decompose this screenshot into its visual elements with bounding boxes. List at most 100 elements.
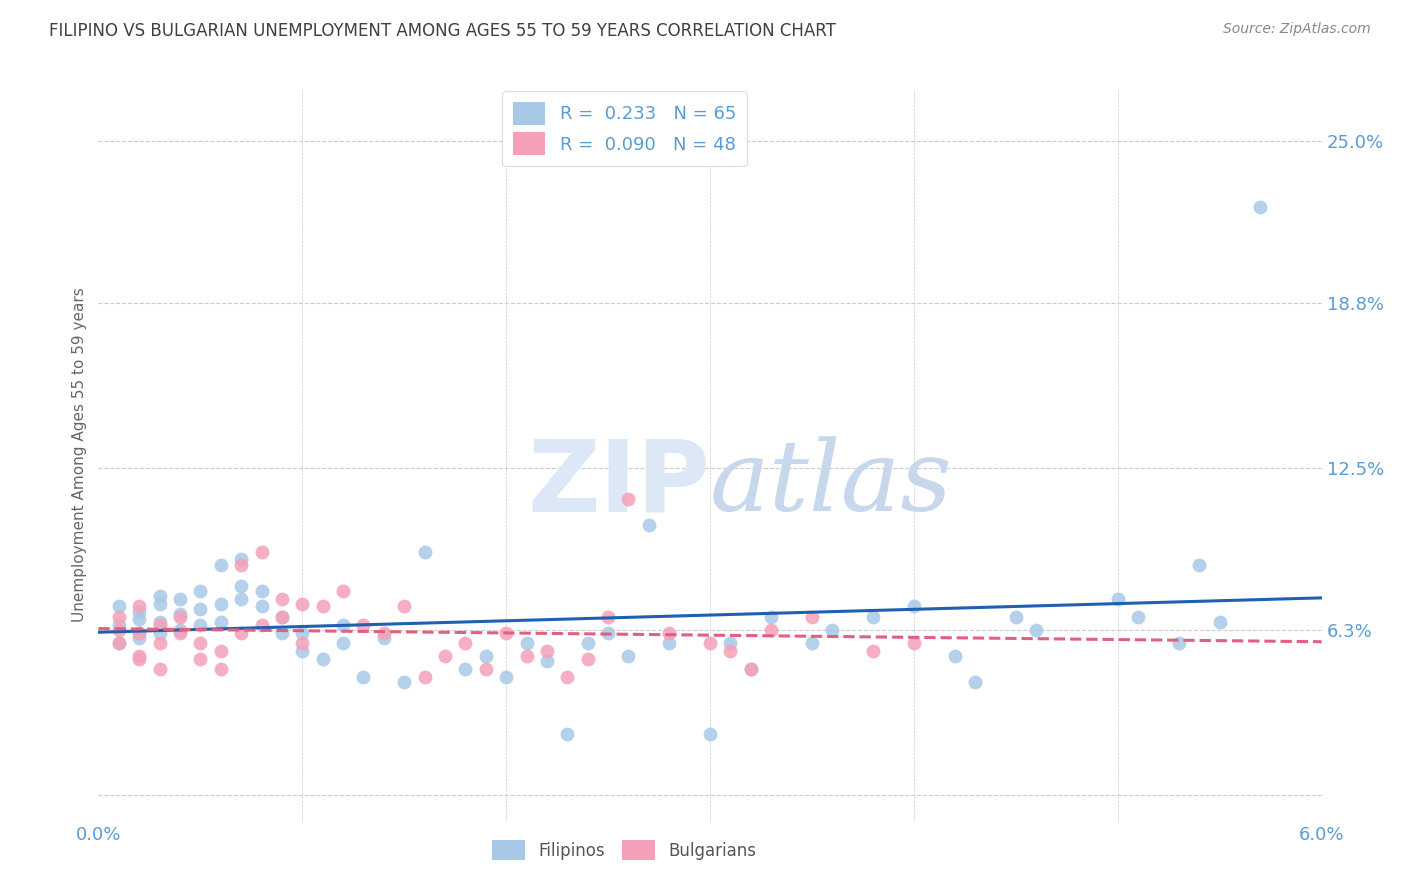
Point xyxy=(943,649,966,664)
Point xyxy=(149,589,172,603)
Point xyxy=(699,727,721,741)
Point xyxy=(740,662,762,676)
Point xyxy=(209,662,232,676)
Point xyxy=(108,623,131,637)
Point xyxy=(392,599,416,614)
Point xyxy=(862,610,884,624)
Point xyxy=(108,617,131,632)
Legend: Filipinos, Bulgarians: Filipinos, Bulgarians xyxy=(485,833,763,867)
Point xyxy=(231,591,253,606)
Point xyxy=(903,599,925,614)
Point xyxy=(188,617,212,632)
Point xyxy=(801,610,824,624)
Point xyxy=(718,636,742,650)
Point xyxy=(536,654,558,668)
Y-axis label: Unemployment Among Ages 55 to 59 years: Unemployment Among Ages 55 to 59 years xyxy=(72,287,87,623)
Point xyxy=(1025,623,1047,637)
Point xyxy=(963,675,986,690)
Point xyxy=(128,599,150,614)
Point xyxy=(291,625,314,640)
Point xyxy=(188,651,212,665)
Point xyxy=(250,617,273,632)
Point xyxy=(311,599,335,614)
Point xyxy=(761,610,783,624)
Text: Source: ZipAtlas.com: Source: ZipAtlas.com xyxy=(1223,22,1371,37)
Point xyxy=(1107,591,1129,606)
Point xyxy=(718,644,742,658)
Point xyxy=(169,591,191,606)
Point xyxy=(474,649,498,664)
Point xyxy=(169,623,191,637)
Point xyxy=(311,651,335,665)
Point xyxy=(598,625,620,640)
Point xyxy=(250,599,273,614)
Point xyxy=(128,613,150,627)
Point xyxy=(536,644,558,658)
Point xyxy=(413,544,436,558)
Point xyxy=(454,662,477,676)
Point xyxy=(740,662,762,676)
Point xyxy=(699,636,721,650)
Point xyxy=(801,636,824,650)
Point xyxy=(188,636,212,650)
Point xyxy=(209,644,232,658)
Point xyxy=(516,636,538,650)
Point xyxy=(250,544,273,558)
Point xyxy=(270,610,292,624)
Point xyxy=(617,492,640,507)
Point xyxy=(108,636,131,650)
Point xyxy=(1167,636,1189,650)
Point xyxy=(149,617,172,632)
Point xyxy=(495,625,517,640)
Point xyxy=(1208,615,1232,629)
Point xyxy=(188,602,212,616)
Point xyxy=(352,670,374,684)
Point xyxy=(149,615,172,629)
Point xyxy=(128,651,150,665)
Point xyxy=(555,727,579,741)
Point xyxy=(373,631,395,645)
Point xyxy=(291,636,314,650)
Text: FILIPINO VS BULGARIAN UNEMPLOYMENT AMONG AGES 55 TO 59 YEARS CORRELATION CHART: FILIPINO VS BULGARIAN UNEMPLOYMENT AMONG… xyxy=(49,22,837,40)
Point xyxy=(128,625,150,640)
Point xyxy=(516,649,538,664)
Point xyxy=(128,625,150,640)
Point xyxy=(231,558,253,572)
Point xyxy=(149,597,172,611)
Point xyxy=(291,597,314,611)
Point xyxy=(474,662,498,676)
Point xyxy=(862,644,884,658)
Point xyxy=(270,625,292,640)
Point xyxy=(108,610,131,624)
Point xyxy=(637,518,661,533)
Point xyxy=(250,583,273,598)
Point xyxy=(821,623,844,637)
Point xyxy=(128,631,150,645)
Point xyxy=(149,625,172,640)
Point xyxy=(658,625,681,640)
Point xyxy=(617,649,640,664)
Point xyxy=(108,599,131,614)
Point xyxy=(454,636,477,650)
Point xyxy=(209,597,232,611)
Point xyxy=(231,578,253,592)
Point xyxy=(1188,558,1211,572)
Point xyxy=(149,662,172,676)
Point xyxy=(231,625,253,640)
Point xyxy=(495,670,517,684)
Point xyxy=(576,636,599,650)
Point xyxy=(576,651,599,665)
Point xyxy=(108,636,131,650)
Point xyxy=(332,617,354,632)
Point xyxy=(903,636,925,650)
Point xyxy=(373,625,395,640)
Point xyxy=(231,552,253,566)
Point xyxy=(555,670,579,684)
Point xyxy=(188,583,212,598)
Point xyxy=(128,649,150,664)
Point xyxy=(270,591,292,606)
Point xyxy=(761,623,783,637)
Point xyxy=(332,583,354,598)
Point xyxy=(413,670,436,684)
Point xyxy=(209,558,232,572)
